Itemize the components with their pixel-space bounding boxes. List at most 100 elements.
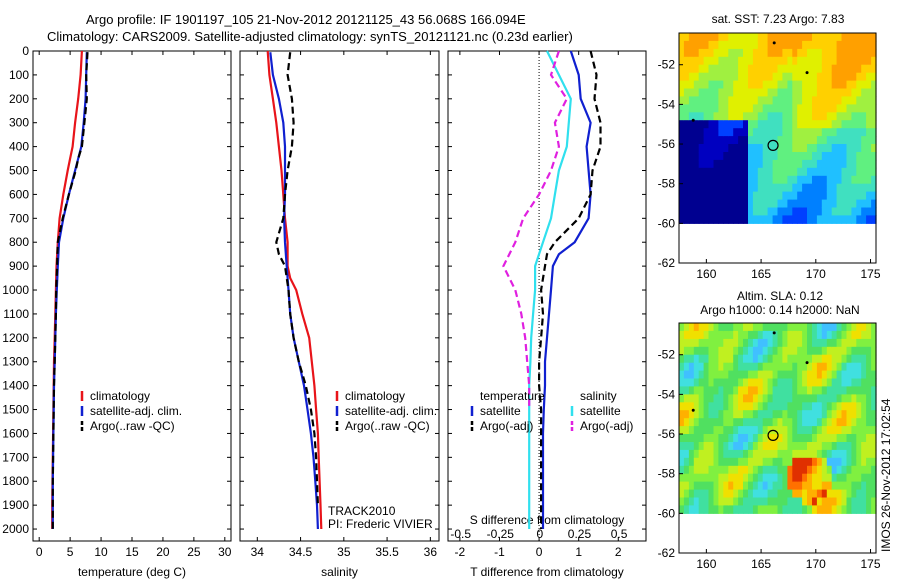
map-cell xyxy=(752,33,759,42)
map-cell xyxy=(772,207,779,216)
map-cell xyxy=(767,442,774,451)
map-cell xyxy=(693,394,700,403)
xtick-label: 10 xyxy=(94,545,108,559)
map-cell xyxy=(752,434,759,443)
map-cell xyxy=(807,465,813,475)
map-cell xyxy=(797,473,803,483)
map-cell xyxy=(743,48,749,58)
map-cell xyxy=(821,346,828,356)
map-cell xyxy=(846,199,852,209)
map-cell xyxy=(792,426,798,435)
map-cell xyxy=(748,120,754,129)
map-cell xyxy=(728,159,734,169)
map-cell xyxy=(767,434,774,443)
map-cell xyxy=(846,175,852,185)
map-cell xyxy=(757,33,764,42)
map-cell xyxy=(688,505,695,514)
map-cell xyxy=(757,354,764,364)
map-cell xyxy=(743,33,749,42)
map-cell xyxy=(866,199,872,209)
map-cell xyxy=(831,370,838,380)
map-cell xyxy=(812,346,818,356)
map-cell xyxy=(738,505,744,514)
map-cell xyxy=(679,128,685,137)
map-cell xyxy=(871,104,877,113)
map-cell xyxy=(762,64,769,74)
map-cell xyxy=(866,449,872,459)
map-cell xyxy=(757,330,764,340)
map-cell xyxy=(807,386,813,395)
map-cell xyxy=(797,152,803,161)
map-cell xyxy=(826,80,833,90)
map-cell xyxy=(683,120,690,129)
map-cell xyxy=(841,136,847,145)
map-cell xyxy=(782,136,788,145)
map-cell xyxy=(787,481,793,491)
map-cell xyxy=(861,402,867,411)
map-cell xyxy=(851,80,857,90)
map-cell xyxy=(757,96,764,105)
map-cell xyxy=(733,473,739,483)
map-cell xyxy=(688,104,695,113)
map-cell xyxy=(777,112,783,121)
map-cell xyxy=(767,418,774,427)
map-cell xyxy=(698,497,705,506)
map-cell xyxy=(723,489,729,499)
map-cell xyxy=(748,128,754,137)
map-cell xyxy=(752,338,759,348)
map-cell xyxy=(708,354,714,364)
legend-label: climatology xyxy=(345,389,405,403)
map-cell xyxy=(777,489,783,499)
map-cell xyxy=(812,473,818,483)
map-cell xyxy=(733,167,739,177)
map-cell xyxy=(782,402,788,411)
map-cell xyxy=(743,96,749,105)
map-cell xyxy=(738,48,744,58)
map-cell xyxy=(856,64,862,74)
map-cell xyxy=(866,167,872,177)
map-cell xyxy=(728,402,734,411)
map-cell xyxy=(693,386,700,395)
map-cell xyxy=(733,136,739,145)
map-cell xyxy=(772,410,779,419)
map-cell xyxy=(688,497,695,506)
map-cell xyxy=(831,112,838,121)
map-cell xyxy=(807,104,813,113)
map-cell xyxy=(733,426,739,435)
map-cell xyxy=(861,418,867,427)
map-cell xyxy=(787,449,793,459)
map-cell xyxy=(738,191,744,201)
map-cell xyxy=(679,370,685,380)
map-cell xyxy=(802,175,808,185)
map-cell xyxy=(866,338,872,348)
map-cell xyxy=(856,40,862,50)
map-cell xyxy=(812,505,818,514)
map-cell xyxy=(767,159,774,169)
map-cell xyxy=(752,457,759,467)
map-cell xyxy=(871,167,877,177)
map-cell xyxy=(762,152,769,161)
map-cell xyxy=(752,215,759,224)
map-cell xyxy=(866,489,872,499)
map-cell xyxy=(757,402,764,411)
map-cell xyxy=(738,442,744,451)
map-cell xyxy=(871,418,877,427)
map-cell xyxy=(772,152,779,161)
map-cell xyxy=(698,354,705,364)
map-cell xyxy=(718,175,724,185)
map-cell xyxy=(723,434,729,443)
map-cell xyxy=(851,330,857,340)
legend-label: satellite xyxy=(580,404,621,418)
map-cell xyxy=(797,64,803,74)
map-cell xyxy=(812,497,818,506)
map-cell xyxy=(871,386,877,395)
map-cell xyxy=(708,80,714,90)
map-cell xyxy=(698,80,705,90)
map-cell xyxy=(802,167,808,177)
map-cell xyxy=(866,159,872,169)
map-cell xyxy=(777,402,783,411)
map-cell xyxy=(812,175,818,185)
map-cell xyxy=(718,72,724,82)
map-cell xyxy=(683,457,690,467)
map-cell xyxy=(743,354,749,364)
